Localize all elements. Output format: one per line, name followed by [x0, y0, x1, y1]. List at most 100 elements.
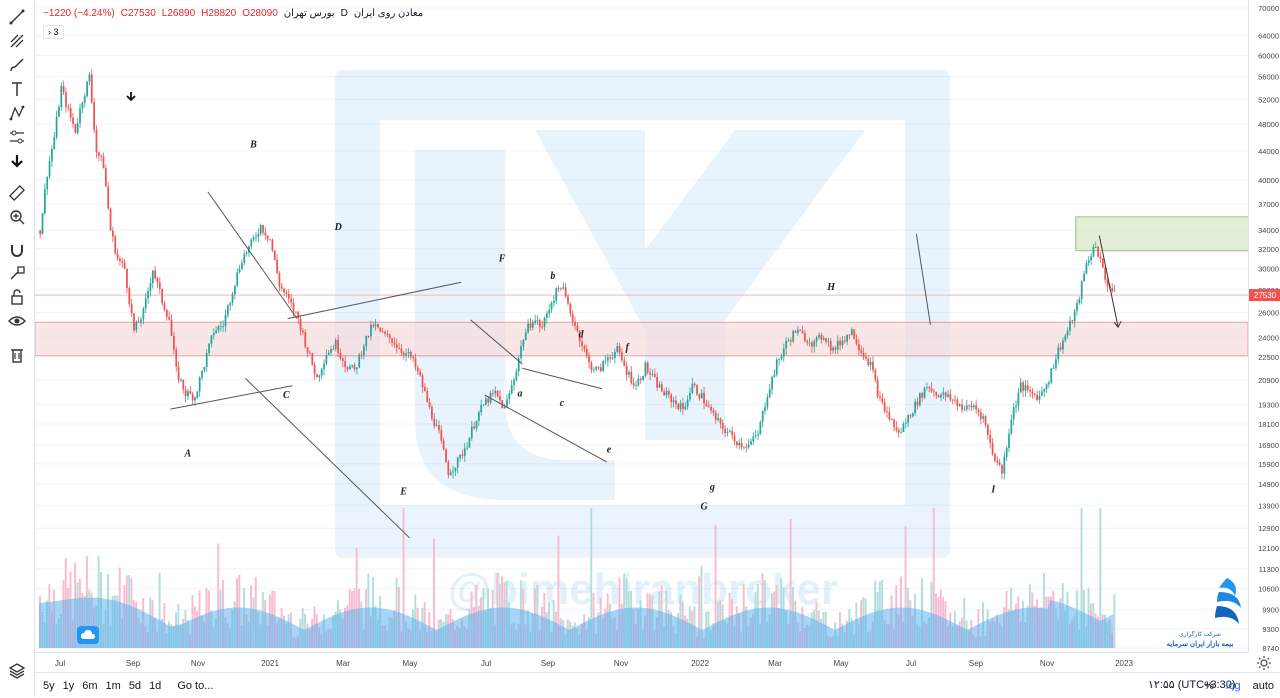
candle-body — [862, 352, 865, 357]
candle-body — [876, 379, 879, 397]
candle-body — [112, 230, 114, 237]
candle-body — [696, 385, 698, 395]
trend-line[interactable] — [245, 377, 410, 539]
indicators-collapse-button[interactable]: › 3 — [43, 25, 64, 39]
trend-line[interactable] — [170, 385, 293, 410]
layers-tool[interactable] — [4, 660, 30, 682]
candle-body — [560, 288, 562, 290]
pattern-icon — [9, 105, 25, 121]
clock-display[interactable]: ۱۲:۵۵ (UTC+3:30) — [1148, 679, 1236, 691]
goto-button[interactable]: Go to... — [177, 679, 214, 692]
brush-tool[interactable] — [4, 54, 30, 76]
target-box[interactable] — [1075, 216, 1248, 252]
log-toggle[interactable]: log — [1225, 679, 1241, 692]
projection-arrow[interactable] — [1098, 235, 1119, 328]
candle-body — [1071, 320, 1074, 322]
range-1y-button[interactable]: 1y — [62, 679, 75, 692]
candle-body — [208, 343, 210, 354]
candle-body — [264, 232, 267, 236]
text-tool[interactable] — [4, 78, 30, 100]
candle-body — [665, 391, 668, 396]
range-5d-button[interactable]: 5d — [128, 679, 142, 692]
candle-body — [738, 442, 741, 446]
candle-body — [961, 404, 963, 411]
candle-body — [379, 327, 382, 332]
candle-body — [323, 363, 325, 370]
candle-body — [395, 344, 398, 348]
trendline-tool[interactable] — [4, 6, 30, 28]
candle-body — [332, 348, 335, 350]
candle-body — [316, 374, 318, 378]
time-axis[interactable]: Jul Sep Nov 2021 Mar May Jul Sep Nov 2022 Mar May Ju… — [35, 652, 1248, 673]
measure-settings-tool[interactable] — [4, 126, 30, 148]
range-1d-button[interactable]: 1d — [149, 679, 162, 692]
candle-body — [104, 168, 107, 187]
candle-body — [76, 123, 79, 133]
change-value: −1220 (−4.24%) — [43, 8, 115, 19]
trash-tool[interactable] — [4, 344, 30, 366]
pitchfork-tool[interactable] — [4, 30, 30, 52]
candle-body — [278, 273, 281, 287]
time-tick-label: May — [833, 659, 848, 668]
trend-line[interactable] — [915, 233, 931, 325]
magnet-tool[interactable] — [4, 240, 30, 262]
zoom-in-tool[interactable] — [4, 206, 30, 228]
symbol-name[interactable]: معادن روی ایران — [353, 8, 424, 19]
trend-lines[interactable] — [170, 191, 931, 539]
time-tick-label: Mar — [768, 659, 782, 668]
candle-body — [477, 412, 480, 421]
candle-body — [536, 320, 539, 321]
unlock-tool[interactable] — [4, 286, 30, 308]
tradingview-badge[interactable] — [77, 626, 99, 644]
candle-body — [231, 294, 234, 303]
interval-label[interactable]: D — [340, 8, 348, 19]
lock-drawing-tool[interactable] — [4, 262, 30, 284]
candle-body — [128, 288, 131, 305]
candle-body — [815, 337, 818, 342]
candle-body — [236, 272, 239, 286]
candle-body — [761, 411, 764, 422]
candle-body — [287, 293, 290, 299]
chart-settings-icon[interactable] — [1256, 655, 1272, 671]
arrow-down-tool[interactable] — [4, 150, 30, 172]
wave-label-c: c — [560, 398, 565, 409]
candle-body — [215, 330, 217, 333]
trend-line[interactable] — [522, 367, 603, 390]
candle-body — [187, 391, 189, 397]
candle-body — [918, 393, 921, 406]
range-6m-button[interactable]: 6m — [82, 679, 98, 692]
trend-line[interactable] — [484, 394, 607, 463]
candle-body — [630, 371, 633, 384]
candle-body — [693, 383, 696, 386]
candle-body — [377, 324, 379, 328]
percent-toggle[interactable]: % — [1204, 679, 1214, 692]
candle-body — [1019, 382, 1022, 393]
candle-body — [83, 96, 86, 103]
candle-body — [825, 337, 827, 342]
wave-label-B: B — [249, 139, 257, 150]
candle-body — [1026, 385, 1029, 390]
range-1m-button[interactable]: 1m — [105, 679, 121, 692]
range-5y-button[interactable]: 5y — [43, 679, 55, 692]
auto-toggle[interactable]: auto — [1252, 679, 1274, 692]
candle-body — [90, 74, 93, 103]
candle-body — [74, 123, 77, 133]
pattern-tool[interactable] — [4, 102, 30, 124]
candle-body — [759, 421, 762, 435]
trend-line[interactable] — [287, 281, 462, 320]
ruler-tool[interactable] — [4, 182, 30, 204]
candle-body — [651, 374, 654, 375]
candlestick-chart[interactable]: @bimehiranbroker A B C D E Fa b c d e f gG H I — [35, 0, 1248, 652]
candle-body — [585, 348, 588, 356]
candle-body — [58, 107, 60, 117]
price-axis[interactable]: 70000 64000 60000 56000 52000 48000 44000 40000… — [1248, 0, 1280, 652]
trend-line[interactable] — [207, 191, 298, 319]
support-zone[interactable] — [35, 321, 1248, 357]
eye-icon — [8, 316, 26, 326]
candle-body — [198, 377, 201, 392]
candle-body — [485, 398, 487, 405]
trendline-icon — [9, 9, 25, 25]
trend-line[interactable] — [470, 319, 523, 365]
eye-tool[interactable] — [4, 310, 30, 332]
